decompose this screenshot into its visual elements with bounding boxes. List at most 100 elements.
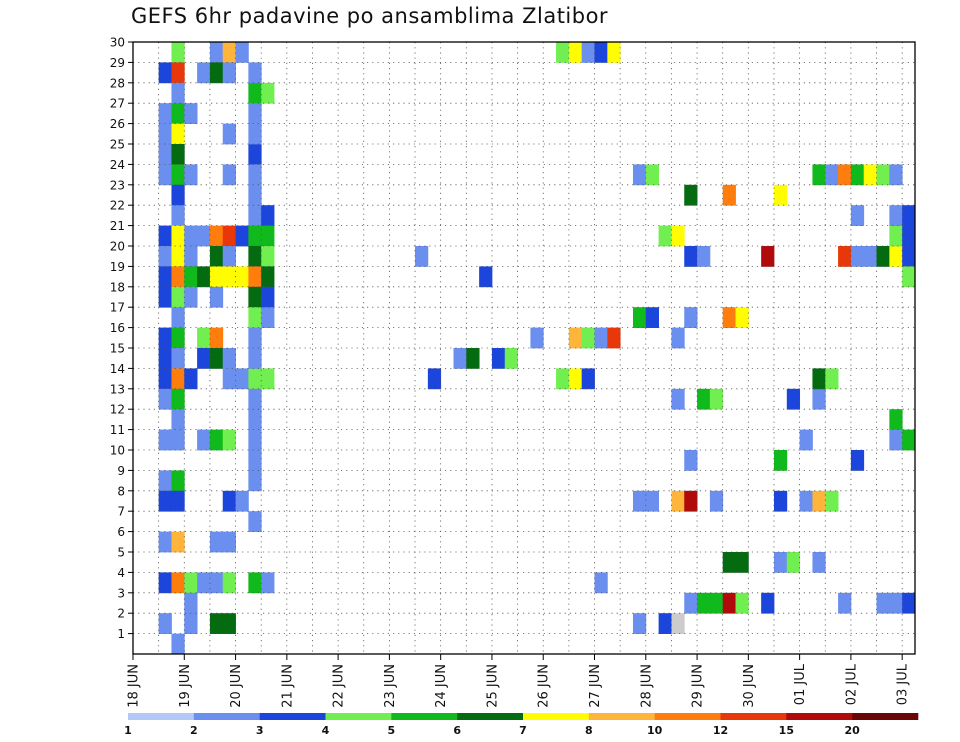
heatmap-cell bbox=[902, 266, 916, 288]
legend-label: 10 bbox=[647, 724, 663, 737]
heatmap-cell bbox=[786, 552, 801, 573]
y-tick-label: 16 bbox=[110, 321, 125, 335]
y-tick-label: 9 bbox=[117, 464, 125, 478]
heatmap-cell bbox=[889, 164, 903, 186]
heatmap-cell bbox=[838, 246, 852, 267]
y-tick-label: 23 bbox=[110, 178, 125, 192]
legend-label: 12 bbox=[713, 724, 728, 737]
heatmap-cell bbox=[209, 327, 224, 349]
heatmap-cell bbox=[209, 613, 224, 634]
heatmap-cell bbox=[799, 429, 813, 451]
heatmap-cell bbox=[248, 511, 262, 532]
heatmap-cell bbox=[568, 327, 583, 349]
heatmap-cell bbox=[889, 429, 903, 451]
heatmap-cell bbox=[735, 592, 749, 614]
heatmap-cell bbox=[684, 450, 698, 471]
color-legend: 1 2 3 4 5 6 7 8 10 12 15 20 bbox=[124, 713, 919, 737]
legend-swatch bbox=[588, 713, 655, 720]
heatmap-cell bbox=[697, 592, 711, 614]
heatmap-cell bbox=[850, 450, 865, 471]
heatmap-cell bbox=[158, 572, 172, 594]
x-tick-label: 20 JUN bbox=[229, 664, 244, 708]
heatmap-cell bbox=[171, 42, 185, 63]
y-tick-label: 25 bbox=[110, 138, 125, 152]
heatmap-cell bbox=[222, 225, 236, 247]
heatmap-cell bbox=[248, 388, 262, 410]
heatmap-cell bbox=[812, 552, 826, 573]
heatmap-cell bbox=[248, 205, 262, 226]
heatmap-cell bbox=[222, 62, 236, 84]
x-tick-label: 19 JUN bbox=[178, 664, 193, 708]
heatmap-cell bbox=[158, 144, 172, 165]
heatmap-cell bbox=[850, 164, 865, 186]
heatmap-cell bbox=[671, 327, 685, 349]
y-tick-label: 27 bbox=[110, 97, 125, 111]
x-tick-label: 24 JUN bbox=[434, 664, 449, 708]
heatmap-cell bbox=[658, 613, 672, 634]
heatmap-cell bbox=[171, 184, 185, 206]
legend-label: 3 bbox=[256, 724, 264, 737]
heatmap-cell bbox=[171, 633, 185, 655]
heatmap-cell bbox=[184, 103, 198, 124]
heatmap-cell bbox=[184, 286, 198, 308]
heatmap-cell bbox=[235, 266, 249, 288]
heatmap-cell bbox=[197, 62, 211, 84]
heatmap-cell bbox=[158, 286, 172, 308]
y-tick-label: 7 bbox=[117, 505, 125, 519]
heatmap-cell bbox=[594, 572, 608, 594]
heatmap-cell bbox=[722, 184, 736, 206]
x-tick-label: 21 JUN bbox=[280, 664, 295, 708]
heatmap-cell bbox=[594, 327, 608, 349]
heatmap-cell bbox=[645, 307, 660, 328]
heatmap-cell bbox=[261, 82, 275, 104]
heatmap-cell bbox=[261, 368, 275, 390]
heatmap-cell bbox=[171, 368, 185, 390]
heatmap-cell bbox=[248, 103, 262, 124]
heatmap-cell bbox=[466, 348, 480, 369]
legend-label: 8 bbox=[585, 724, 593, 737]
y-tick-label: 2 bbox=[117, 607, 125, 621]
legend-swatch bbox=[391, 713, 458, 720]
heatmap-cell bbox=[184, 572, 198, 594]
legend-label: 4 bbox=[322, 724, 330, 737]
heatmap-cell bbox=[235, 490, 249, 512]
heatmap-cell bbox=[556, 42, 570, 63]
y-tick-label: 19 bbox=[110, 260, 125, 274]
heatmap-cell bbox=[773, 490, 788, 512]
grid-lines bbox=[133, 42, 915, 654]
heatmap-cell bbox=[722, 307, 736, 328]
heatmap-cell bbox=[684, 307, 698, 328]
heatmap-cell bbox=[209, 572, 224, 594]
y-tick-label: 15 bbox=[110, 342, 125, 356]
heatmap-cell bbox=[209, 246, 224, 267]
heatmap-cell bbox=[709, 592, 724, 614]
heatmap-cell bbox=[902, 205, 916, 226]
heatmap-cell bbox=[158, 327, 172, 349]
heatmap-cell bbox=[709, 490, 724, 512]
heatmap-cell bbox=[171, 123, 185, 145]
heatmap-cell bbox=[248, 429, 262, 451]
heatmap-cell bbox=[222, 42, 236, 63]
y-tick-label: 4 bbox=[117, 566, 125, 580]
heatmap-cell bbox=[171, 429, 185, 451]
heatmap-cell bbox=[504, 348, 518, 369]
heatmap-cell bbox=[530, 327, 544, 349]
heatmap-cell bbox=[171, 103, 185, 124]
heatmap-cell bbox=[568, 42, 583, 63]
heatmap-cell bbox=[761, 246, 775, 267]
heatmap-cell bbox=[697, 388, 711, 410]
heatmap-cell bbox=[158, 103, 172, 124]
heatmap-cell bbox=[184, 225, 198, 247]
heatmap-cell bbox=[171, 266, 185, 288]
heatmap-cell bbox=[838, 164, 852, 186]
heatmap-cell bbox=[735, 552, 749, 573]
heatmap-cell bbox=[248, 409, 262, 430]
y-tick-label: 14 bbox=[110, 362, 125, 376]
heatmap-cell bbox=[632, 164, 647, 186]
heatmap-cell bbox=[209, 531, 224, 553]
heatmap-cell bbox=[427, 368, 442, 390]
heatmap-cell bbox=[850, 246, 865, 267]
heatmap-cell bbox=[158, 225, 172, 247]
x-tick-label: 29 JUN bbox=[691, 664, 706, 708]
legend-swatch bbox=[193, 713, 260, 720]
